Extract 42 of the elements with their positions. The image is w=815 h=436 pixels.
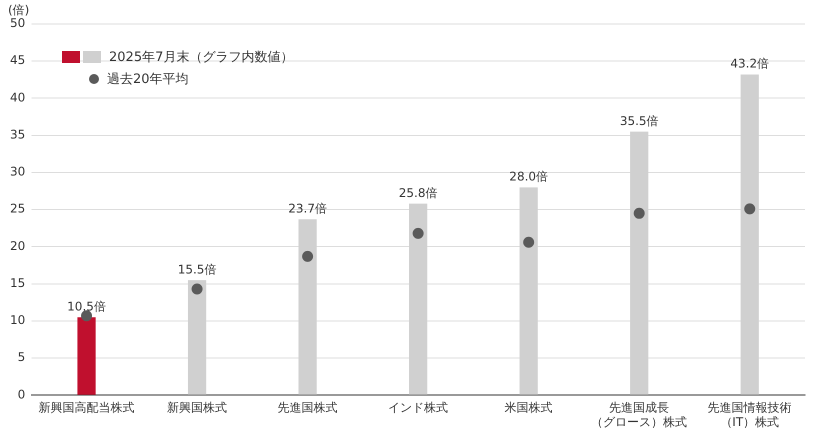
bar: [77, 317, 96, 395]
y-tick-label: 30: [10, 164, 26, 179]
data-label: 10.5倍: [67, 299, 106, 314]
y-tick-label: 45: [10, 53, 26, 68]
point: [192, 284, 203, 295]
x-tick-label: 新興国株式: [167, 400, 228, 415]
y-tick-label: 35: [10, 127, 26, 142]
y-tick-label: 20: [10, 238, 26, 253]
point: [744, 203, 756, 214]
x-tick-label: インド株式: [388, 400, 448, 415]
y-tick-label: 0: [18, 387, 26, 402]
y-tick-label: 50: [10, 16, 26, 30]
y-tick-label: 10: [10, 313, 26, 328]
point: [634, 208, 645, 219]
data-label: 35.5倍: [620, 114, 659, 128]
legend-label: 2025年7月末（グラフ内数値）: [109, 49, 294, 66]
y-tick-label: 25: [10, 202, 26, 216]
data-label: 43.2倍: [730, 56, 770, 71]
y-axis-title: (倍): [8, 2, 30, 18]
data-label: 15.5倍: [178, 262, 216, 276]
data-label: 23.7倍: [288, 201, 327, 216]
x-tick-label: 先進国株式: [278, 400, 338, 415]
point: [81, 310, 92, 322]
bar: [630, 132, 648, 395]
x-tick-label: 先進国成長（グロース）株式: [591, 400, 688, 429]
legend-label: 過去20年平均: [107, 71, 189, 88]
bar: [298, 219, 317, 395]
point: [523, 236, 534, 248]
x-tick-label: 先進国情報技術（IT）株式: [708, 400, 792, 429]
point: [412, 228, 424, 239]
bar: [188, 280, 206, 395]
y-tick-label: 15: [10, 276, 26, 290]
x-tick-label: 米国株式: [504, 400, 553, 415]
point: [302, 250, 314, 262]
bar: [740, 74, 759, 395]
bar: [409, 204, 428, 395]
y-tick-label: 5: [18, 350, 26, 364]
data-label: 25.8倍: [398, 186, 438, 200]
y-tick-label: 40: [10, 90, 26, 104]
bar: [520, 187, 538, 395]
data-label: 28.0倍: [509, 169, 548, 184]
x-tick-label: 新興国高配当株式: [38, 400, 135, 415]
